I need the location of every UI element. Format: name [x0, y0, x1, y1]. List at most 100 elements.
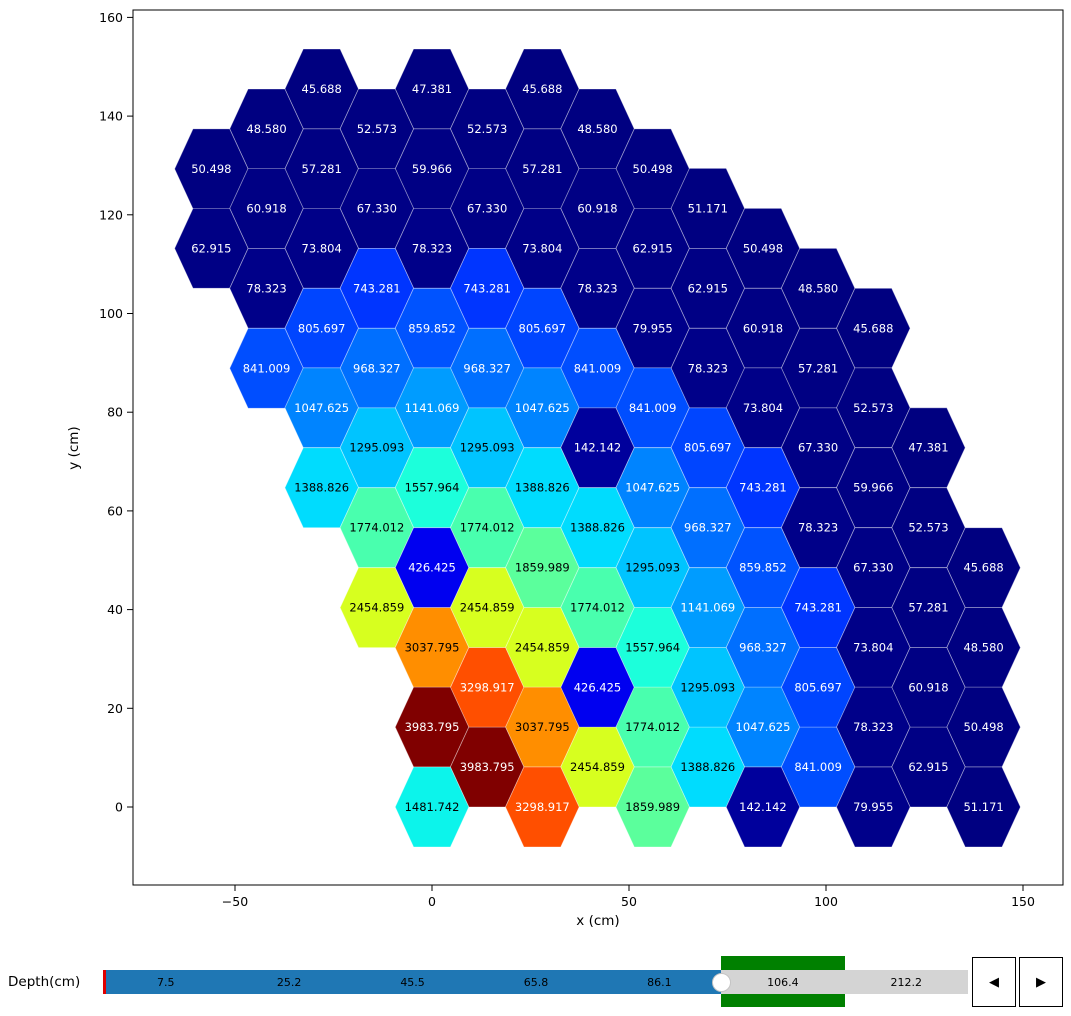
hexbin-cell-label: 57.281 — [798, 361, 838, 375]
slider-handle[interactable] — [711, 972, 731, 992]
hexbin-cell — [394, 766, 470, 848]
hexbin-cell-label: 57.281 — [522, 162, 562, 176]
y-tick-label: 60 — [107, 503, 123, 518]
x-tick-label: −50 — [222, 894, 248, 909]
hexbin-cell-label: 57.281 — [302, 162, 342, 176]
hexbin-cell-label: 841.009 — [574, 361, 622, 375]
hexbin-cell-label: 1774.012 — [570, 601, 625, 615]
y-tick-label: 40 — [107, 602, 123, 617]
hexbin-cell-label: 805.697 — [684, 441, 732, 455]
hexbin-cell-label: 59.966 — [412, 162, 452, 176]
hexbin-cell-label: 73.804 — [743, 401, 783, 415]
hexbin-cell-label: 426.425 — [574, 681, 622, 695]
hexbin-cell — [946, 766, 1021, 848]
hexbin-cell-label: 45.688 — [522, 82, 562, 96]
hexbin-cell-label: 805.697 — [298, 321, 346, 335]
y-tick-label: 120 — [99, 207, 123, 222]
hexbin-cell-label: 79.955 — [853, 800, 893, 814]
hexbin-cell-label: 78.323 — [577, 281, 617, 295]
hexbin-cell-label: 3298.917 — [460, 681, 515, 695]
hexbin-cell-label: 45.688 — [963, 561, 1003, 575]
hexbin-cell-label: 50.498 — [633, 162, 673, 176]
x-tick-label: 100 — [814, 894, 838, 909]
hexbin-cell-label: 78.323 — [688, 361, 728, 375]
hexbin-cell-label: 67.330 — [467, 201, 507, 215]
x-tick-label: 0 — [428, 894, 436, 909]
y-tick-label: 160 — [99, 10, 123, 25]
hexbin-cell-label: 1295.093 — [680, 681, 735, 695]
y-tick-label: 80 — [107, 405, 123, 420]
hexbin-cell-label: 48.580 — [577, 122, 617, 136]
hexbin-cell-label: 1774.012 — [625, 720, 680, 734]
hexbin-cell-label: 1859.989 — [515, 561, 570, 575]
hexbin-cell-label: 3983.795 — [460, 760, 515, 774]
hexbin-cell-label: 45.688 — [302, 82, 342, 96]
hexbin-cell-label: 78.323 — [853, 720, 893, 734]
hexbin-cell-label: 1557.964 — [625, 641, 680, 655]
slider-tick-label: 212.2 — [890, 976, 923, 989]
hexbin-cell-label: 841.009 — [629, 401, 677, 415]
slider-tick-label: 106.4 — [767, 976, 799, 989]
hexbin-cell-label: 78.323 — [246, 281, 286, 295]
hexbin-cell-label: 73.804 — [853, 641, 893, 655]
slider-tick-label: 45.5 — [400, 976, 425, 989]
hexbin-cell-label: 67.330 — [853, 561, 893, 575]
hexbin-cell-label: 968.327 — [739, 641, 787, 655]
hexbin-cell-label: 1295.093 — [349, 441, 404, 455]
hexbin-cell-label: 1481.742 — [405, 800, 460, 814]
hexbin-cell-label: 52.573 — [908, 521, 948, 535]
hexbin-cell-label: 67.330 — [798, 441, 838, 455]
hexbin-cell-label: 968.327 — [684, 521, 732, 535]
hexbin-cell-label: 79.955 — [633, 321, 673, 335]
hexbin-cell-label: 1388.826 — [294, 481, 349, 495]
hexbin-cell-label: 48.580 — [798, 281, 838, 295]
hexbin-cell-label: 47.381 — [412, 82, 452, 96]
hexbin-cell-label: 60.918 — [577, 201, 617, 215]
hexbin-cell-label: 1388.826 — [515, 481, 570, 495]
hexbin-cell-label: 968.327 — [463, 361, 511, 375]
hexbin-cell-label: 59.966 — [853, 481, 893, 495]
slider-init-marker — [103, 970, 106, 994]
hexbin-cell-label: 1774.012 — [460, 521, 515, 535]
hexbin-cell — [725, 766, 801, 848]
hexbin-cell-label: 48.580 — [246, 122, 286, 136]
y-tick-label: 100 — [99, 306, 123, 321]
hexbin-cell-label: 73.804 — [522, 241, 562, 255]
hexbin-cell-label: 52.573 — [357, 122, 397, 136]
slider-tick-label: 7.5 — [156, 976, 175, 989]
hexbin-cell-label: 1047.625 — [515, 401, 570, 415]
hexbin-cell-label: 1141.069 — [405, 401, 460, 415]
hexbin-cell-label: 142.142 — [739, 800, 787, 814]
hexbin-cell-label: 1295.093 — [460, 441, 515, 455]
depth-slider-label: Depth(cm) — [8, 974, 81, 990]
hexbin-cell-label: 859.852 — [739, 561, 787, 575]
hexbin-cell-label: 426.425 — [408, 561, 456, 575]
hexbin-plot: 45.688 47.381 45.688 48.580 52.573 52.573 48.5… — [66, 9, 1064, 929]
hexbin-cell — [615, 766, 690, 848]
hexbin-cell-label: 67.330 — [357, 201, 397, 215]
hexbin-cell-label: 62.915 — [908, 760, 948, 774]
hexbin-cell-label: 60.918 — [246, 201, 286, 215]
prev-depth-button[interactable]: ◀ — [972, 957, 1016, 1007]
hexbin-cell-label: 805.697 — [794, 681, 842, 695]
slider-empty-track[interactable] — [721, 970, 968, 994]
hexbin-cell-label: 78.323 — [798, 521, 838, 535]
hexbin-cell-label: 50.498 — [191, 162, 231, 176]
hexbin-cell-label: 62.915 — [191, 241, 231, 255]
hexbin-cell-label: 1047.625 — [625, 481, 680, 495]
hexbin-cell-label: 73.804 — [302, 241, 342, 255]
slider-tick-label: 25.2 — [276, 976, 302, 989]
slider-tick-label: 86.1 — [647, 976, 672, 989]
slider-filled-track[interactable] — [104, 970, 722, 994]
hexbin-cell-label: 1295.093 — [625, 561, 680, 575]
hexbin-cell-label: 1388.826 — [680, 760, 735, 774]
hexbin-cell-label: 2454.859 — [570, 760, 625, 774]
x-tick-label: 150 — [1011, 894, 1035, 909]
next-depth-button[interactable]: ▶ — [1019, 957, 1063, 1007]
hexbin-cell-label: 3983.795 — [405, 720, 460, 734]
hexbin-cell-label: 3037.795 — [405, 641, 460, 655]
hexbin-cell-label: 1047.625 — [736, 720, 791, 734]
hexbin-cell-label: 1557.964 — [405, 481, 460, 495]
hexbin-cell-label: 968.327 — [353, 361, 401, 375]
hexbin-cell-label: 50.498 — [743, 241, 783, 255]
